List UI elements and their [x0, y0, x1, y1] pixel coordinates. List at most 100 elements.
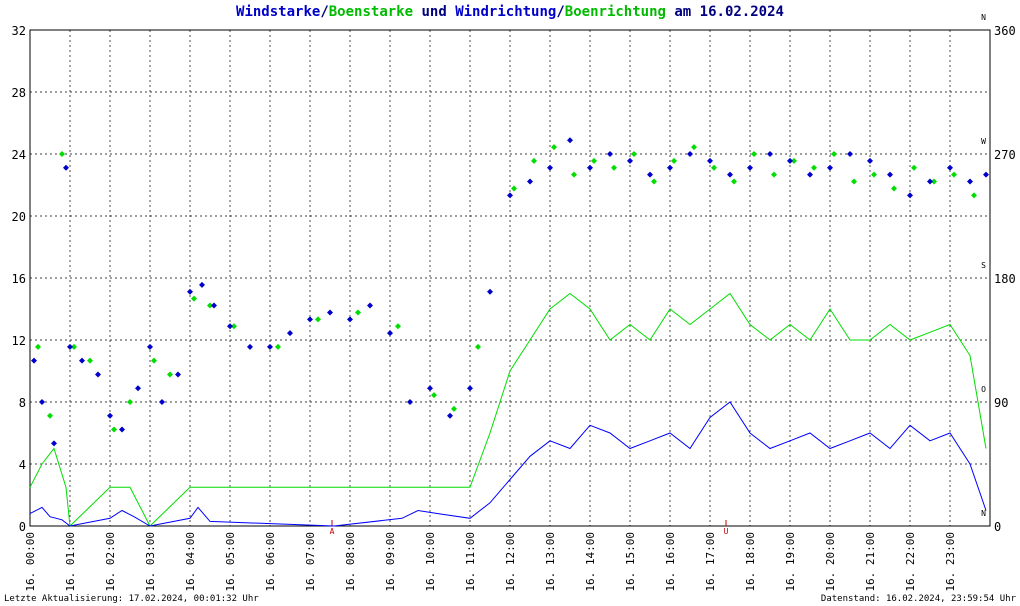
data-point-windrichtung [487, 288, 493, 295]
data-point-windrichtung [447, 412, 453, 419]
title-boenrichtung: Boenrichtung [564, 4, 666, 20]
data-point-windrichtung [827, 164, 833, 171]
data-point-boenrichtung [275, 343, 281, 350]
data-point-windrichtung [887, 171, 893, 178]
data-point-windrichtung [867, 157, 873, 164]
y-left-tick-label: 4 [19, 458, 26, 472]
y-left-tick-label: 8 [19, 396, 26, 410]
data-point-boenrichtung [551, 144, 557, 151]
data-point-boenrichtung [531, 157, 537, 164]
data-point-windrichtung [199, 281, 205, 288]
title-sep2: / [556, 4, 565, 20]
y-right-tick-label: 270 [994, 148, 1016, 162]
data-point-boenrichtung [59, 151, 65, 157]
x-tick-label: 16. 17:00 [704, 532, 717, 592]
data-point-boenrichtung [891, 185, 897, 192]
data-point-windrichtung [467, 385, 473, 392]
data-point-boenrichtung [811, 164, 817, 171]
data-point-boenrichtung [127, 399, 133, 405]
data-point-boenrichtung [831, 151, 837, 157]
data-point-windrichtung [51, 440, 57, 447]
x-tick-label: 16. 04:00 [184, 532, 197, 592]
data-point-boenrichtung [71, 343, 77, 350]
data-point-boenrichtung [315, 316, 321, 323]
y-right-tick-label: 360 [994, 24, 1016, 38]
y-left-tick-label: 32 [12, 24, 26, 38]
data-point-windrichtung [227, 323, 233, 330]
x-tick-label: 16. 20:00 [824, 532, 837, 592]
data-point-boenrichtung [475, 343, 481, 350]
data-point-boenrichtung [167, 371, 173, 378]
y-left-tick-label: 28 [12, 86, 26, 100]
x-tick-label: 16. 00:00 [24, 532, 37, 592]
x-tick-label: 16. 16:00 [664, 532, 677, 592]
data-point-windrichtung [627, 157, 633, 164]
x-tick-label: 16. 02:00 [104, 532, 117, 592]
data-point-windrichtung [287, 330, 293, 337]
y-left-tick-label: 16 [12, 272, 26, 286]
data-point-windrichtung [307, 316, 313, 323]
y-right-tick-label: 180 [994, 272, 1016, 286]
x-tick-label: 16. 12:00 [504, 532, 517, 592]
data-point-windrichtung [211, 302, 217, 309]
data-point-windrichtung [707, 157, 713, 164]
compass-label: O [981, 385, 986, 394]
x-tick-label: 16. 22:00 [904, 532, 917, 592]
data-point-windrichtung [267, 343, 273, 350]
title-und: und [413, 4, 456, 20]
data-point-windrichtung [727, 171, 733, 178]
x-tick-label: 16. 23:00 [944, 532, 957, 592]
data-point-windrichtung [347, 316, 353, 323]
data-point-windrichtung [747, 164, 753, 171]
data-point-boenrichtung [931, 178, 937, 185]
title-windstarke: Windstarke [236, 4, 321, 20]
series-line-boenstarke [29, 292, 987, 528]
data-point-windrichtung [147, 343, 153, 350]
data-point-boenrichtung [791, 157, 797, 164]
data-point-windrichtung [527, 178, 533, 185]
data-point-boenrichtung [971, 192, 977, 199]
y-right-tick-label: 90 [994, 396, 1008, 410]
data-point-boenrichtung [191, 295, 197, 302]
data-point-boenrichtung [651, 178, 657, 185]
x-tick-label: 16. 07:00 [304, 532, 317, 592]
data-point-windrichtung [507, 192, 513, 199]
data-point-boenrichtung [751, 151, 757, 157]
x-tick-label: 16. 03:00 [144, 532, 157, 592]
compass-label: S [981, 261, 986, 270]
x-tick-label: 16. 21:00 [864, 532, 877, 592]
data-point-boenrichtung [111, 426, 117, 433]
data-point-boenrichtung [691, 144, 697, 151]
data-point-windrichtung [927, 178, 933, 185]
data-point-windrichtung [687, 151, 693, 157]
title-sep1: / [320, 4, 329, 20]
y-left-tick-label: 0 [19, 520, 26, 534]
title-date: am 16.02.2024 [665, 4, 784, 20]
data-point-boenrichtung [731, 178, 737, 185]
data-point-windrichtung [947, 164, 953, 171]
data-point-boenrichtung [431, 392, 437, 399]
x-tick-label: 16. 01:00 [64, 532, 77, 592]
data-point-windrichtung [907, 192, 913, 199]
data-point-windrichtung [767, 151, 773, 157]
data-point-windrichtung [567, 137, 573, 144]
data-point-windrichtung [175, 371, 181, 378]
data-point-windrichtung [119, 426, 125, 433]
data-point-windrichtung [247, 343, 253, 350]
x-tick-label: 16. 15:00 [624, 532, 637, 592]
data-point-boenrichtung [35, 343, 41, 350]
y-left-tick-label: 24 [12, 148, 26, 162]
data-point-windrichtung [135, 385, 141, 392]
x-tick-label: 16. 11:00 [464, 532, 477, 592]
data-point-boenrichtung [395, 323, 401, 330]
chart-title: Windstarke/Boenstarke und Windrichtung/B… [0, 4, 1020, 20]
data-point-windrichtung [67, 343, 73, 350]
data-point-boenrichtung [611, 164, 617, 171]
last-update-text: Letzte Aktualisierung: 17.02.2024, 00:01… [4, 594, 259, 604]
y-right-tick-label: 0 [994, 520, 1001, 534]
data-point-windrichtung [983, 171, 989, 178]
data-point-windrichtung [79, 357, 85, 364]
data-point-windrichtung [787, 157, 793, 164]
event-marker-label: U [724, 527, 729, 536]
data-point-windrichtung [587, 164, 593, 171]
